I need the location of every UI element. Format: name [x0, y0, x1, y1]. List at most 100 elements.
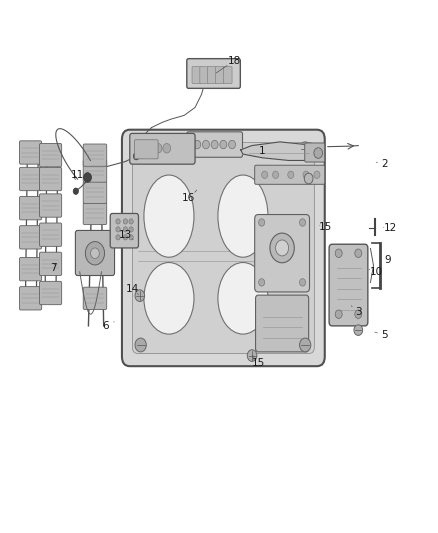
Ellipse shape — [218, 263, 268, 334]
Circle shape — [123, 235, 127, 240]
Text: 14: 14 — [125, 284, 138, 294]
Text: 11: 11 — [71, 171, 84, 180]
FancyBboxPatch shape — [19, 141, 42, 164]
Circle shape — [335, 310, 342, 318]
Circle shape — [300, 219, 306, 226]
Circle shape — [300, 142, 311, 156]
FancyBboxPatch shape — [39, 223, 62, 246]
FancyBboxPatch shape — [19, 257, 42, 281]
Circle shape — [194, 140, 201, 149]
Circle shape — [135, 290, 145, 302]
FancyBboxPatch shape — [134, 140, 158, 159]
FancyBboxPatch shape — [19, 225, 42, 249]
Circle shape — [355, 310, 362, 318]
Circle shape — [73, 188, 78, 195]
FancyBboxPatch shape — [187, 59, 240, 88]
Polygon shape — [241, 142, 319, 160]
Circle shape — [211, 140, 218, 149]
FancyBboxPatch shape — [208, 67, 216, 84]
Circle shape — [355, 249, 362, 257]
FancyBboxPatch shape — [132, 142, 314, 353]
Text: 1: 1 — [259, 146, 266, 156]
Circle shape — [91, 248, 99, 259]
Circle shape — [137, 143, 145, 153]
Circle shape — [116, 227, 120, 232]
Circle shape — [123, 219, 127, 224]
Circle shape — [123, 227, 127, 232]
Ellipse shape — [144, 175, 194, 257]
FancyBboxPatch shape — [255, 295, 309, 352]
Circle shape — [116, 235, 120, 240]
FancyBboxPatch shape — [83, 181, 107, 204]
Ellipse shape — [144, 263, 194, 334]
Circle shape — [300, 338, 311, 352]
FancyBboxPatch shape — [329, 244, 368, 326]
FancyBboxPatch shape — [83, 144, 107, 166]
Circle shape — [133, 152, 139, 160]
Circle shape — [300, 279, 306, 286]
FancyBboxPatch shape — [83, 203, 107, 224]
FancyBboxPatch shape — [192, 67, 201, 84]
FancyBboxPatch shape — [122, 130, 325, 366]
Circle shape — [229, 140, 236, 149]
FancyBboxPatch shape — [130, 133, 195, 164]
FancyBboxPatch shape — [200, 67, 208, 84]
FancyBboxPatch shape — [39, 194, 62, 217]
Text: 16: 16 — [182, 192, 195, 203]
Circle shape — [314, 171, 320, 179]
Circle shape — [129, 227, 133, 232]
FancyBboxPatch shape — [39, 167, 62, 191]
Circle shape — [314, 148, 322, 158]
Circle shape — [129, 219, 133, 224]
FancyBboxPatch shape — [75, 230, 115, 276]
FancyBboxPatch shape — [305, 143, 325, 162]
Circle shape — [276, 240, 289, 256]
Circle shape — [258, 219, 265, 226]
FancyBboxPatch shape — [39, 252, 62, 276]
FancyBboxPatch shape — [19, 167, 42, 191]
Circle shape — [202, 140, 209, 149]
FancyBboxPatch shape — [215, 67, 224, 84]
Text: 10: 10 — [370, 267, 383, 277]
Text: 3: 3 — [355, 306, 362, 317]
FancyBboxPatch shape — [187, 132, 243, 157]
Text: 6: 6 — [102, 321, 109, 331]
Circle shape — [84, 173, 92, 182]
Text: 5: 5 — [381, 330, 388, 341]
Text: 15: 15 — [251, 358, 265, 368]
Text: 7: 7 — [50, 263, 57, 272]
Circle shape — [272, 171, 279, 179]
Circle shape — [129, 235, 133, 240]
Circle shape — [85, 241, 105, 265]
Circle shape — [261, 171, 268, 179]
Text: 13: 13 — [119, 230, 132, 240]
Circle shape — [220, 140, 227, 149]
FancyBboxPatch shape — [83, 160, 107, 182]
FancyBboxPatch shape — [254, 215, 310, 292]
FancyBboxPatch shape — [110, 214, 138, 248]
Circle shape — [145, 143, 153, 153]
Circle shape — [354, 325, 363, 335]
Text: 2: 2 — [381, 159, 388, 169]
Circle shape — [135, 338, 146, 352]
FancyBboxPatch shape — [223, 67, 232, 84]
Circle shape — [288, 171, 294, 179]
Text: 9: 9 — [385, 255, 391, 264]
Circle shape — [154, 143, 162, 153]
FancyBboxPatch shape — [19, 197, 42, 220]
Circle shape — [163, 143, 171, 153]
FancyBboxPatch shape — [39, 143, 62, 167]
Ellipse shape — [218, 175, 268, 257]
Circle shape — [258, 279, 265, 286]
FancyBboxPatch shape — [83, 287, 107, 310]
Circle shape — [247, 350, 257, 361]
FancyBboxPatch shape — [19, 287, 42, 310]
FancyBboxPatch shape — [254, 165, 325, 184]
Text: 12: 12 — [384, 223, 398, 233]
Text: 15: 15 — [319, 222, 332, 232]
Circle shape — [270, 233, 294, 263]
Text: 18: 18 — [228, 56, 241, 66]
Circle shape — [116, 219, 120, 224]
Circle shape — [304, 173, 313, 184]
Circle shape — [303, 171, 309, 179]
